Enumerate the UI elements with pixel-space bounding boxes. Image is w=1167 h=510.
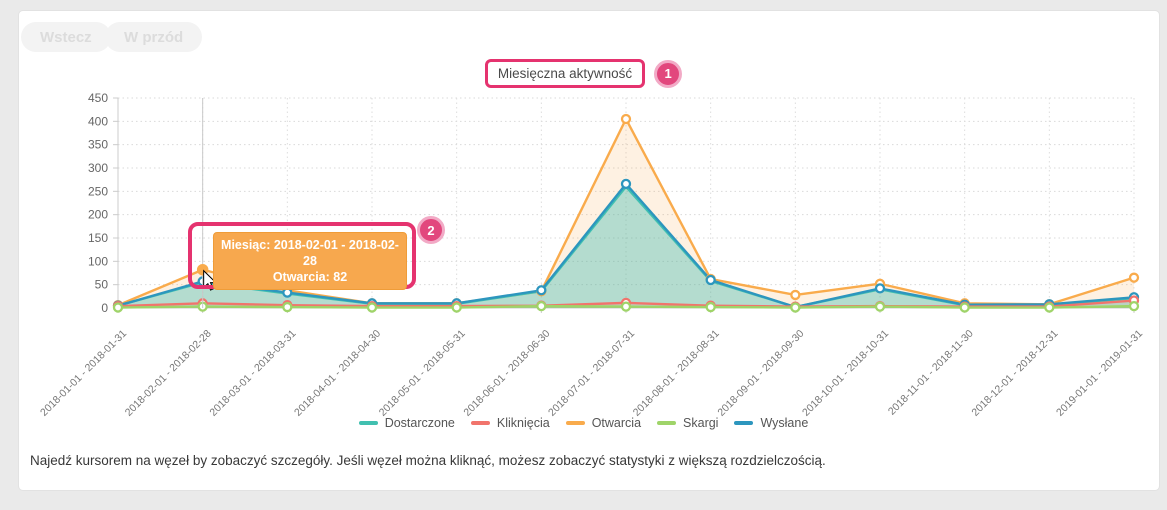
data-point-Skargi[interactable] — [1044, 302, 1055, 313]
data-point-Skargi[interactable] — [112, 302, 124, 313]
y-tick-label: 100 — [88, 254, 108, 268]
data-point-Skargi[interactable] — [705, 301, 716, 313]
x-tick-label: 2018-07-01 - 2018-07-31 — [546, 328, 637, 419]
x-tick-label: 2018-01-01 - 2018-01-31 — [38, 328, 129, 419]
legend-item-Wysłane[interactable]: Wysłane — [734, 416, 808, 430]
data-point-Skargi[interactable] — [1128, 300, 1140, 312]
y-tick-label: 450 — [88, 91, 108, 105]
legend-item-Dostarczone[interactable]: Dostarczone — [358, 416, 455, 430]
x-tick-label: 2018-09-01 - 2018-09-30 — [715, 328, 806, 419]
legend-item-Otwarcia[interactable]: Otwarcia — [565, 416, 642, 430]
y-tick-label: 350 — [88, 138, 108, 152]
legend-marker-icon — [565, 421, 585, 425]
data-point-Skargi[interactable] — [620, 301, 632, 312]
legend-label: Otwarcia — [591, 416, 642, 430]
legend-marker-icon — [470, 421, 490, 425]
y-tick-label: 50 — [95, 278, 109, 292]
legend-label: Skargi — [683, 416, 719, 430]
series-area-Dostarczone — [118, 186, 1134, 308]
legend-item-Kliknięcia[interactable]: Kliknięcia — [470, 416, 550, 430]
data-point-Skargi[interactable] — [536, 300, 547, 312]
legend-label: Dostarczone — [384, 416, 455, 430]
x-tick-label: 2018-02-01 - 2018-02-28 — [123, 328, 214, 419]
data-point-Skargi[interactable] — [282, 301, 293, 313]
title-row: Miesięczna aktywność 1 — [0, 59, 1167, 88]
annotation-badge-2: 2 — [417, 216, 445, 244]
series-area-Wysłane — [118, 183, 1134, 308]
y-tick-label: 0 — [101, 301, 108, 315]
footer-note: Najedź kursorem na węzeł by zobaczyć szc… — [30, 453, 826, 468]
x-tick-label: 2018-12-01 - 2018-12-31 — [969, 328, 1060, 419]
datapoint-tooltip: Miesiąc: 2018-02-01 - 2018-02-28 Otwarci… — [213, 232, 407, 290]
forward-button[interactable]: W przód — [105, 22, 203, 52]
legend-label: Wysłane — [760, 416, 809, 430]
x-tick-label: 2018-11-01 - 2018-11-30 — [886, 328, 976, 418]
y-tick-label: 400 — [88, 114, 108, 128]
legend-label: Kliknięcia — [496, 416, 550, 430]
data-point-Skargi[interactable] — [366, 302, 378, 313]
x-tick-label: 2018-04-01 - 2018-04-30 — [292, 328, 383, 419]
page-title: Miesięczna aktywność — [484, 59, 646, 88]
x-tick-label: 2018-06-01 - 2018-06-30 — [461, 328, 552, 419]
data-point-Wysłane[interactable] — [705, 274, 716, 286]
data-point-Skargi[interactable] — [959, 302, 970, 313]
back-button[interactable]: Wstecz — [21, 22, 111, 52]
y-tick-label: 150 — [88, 231, 108, 245]
tooltip-value: Otwarcia: 82 — [272, 270, 348, 284]
series-area-Otwarcia — [118, 119, 1134, 308]
data-point-Skargi[interactable] — [874, 301, 886, 312]
data-point-Wysłane[interactable] — [536, 285, 547, 296]
legend-marker-icon — [734, 421, 754, 425]
x-tick-label: 2018-03-01 - 2018-03-31 — [207, 328, 298, 419]
data-point-Skargi[interactable] — [451, 302, 462, 313]
y-tick-label: 250 — [88, 184, 108, 198]
data-point-Skargi[interactable] — [790, 302, 801, 313]
x-tick-label: 2018-08-01 - 2018-08-31 — [631, 328, 722, 419]
data-point-Wysłane[interactable] — [874, 283, 886, 294]
tooltip-period: Miesiąc: 2018-02-01 - 2018-02-28 — [221, 238, 399, 268]
data-point-Otwarcia[interactable] — [790, 289, 801, 301]
y-tick-label: 300 — [88, 161, 108, 175]
data-point-Otwarcia[interactable] — [1128, 272, 1140, 283]
chart-legend: Dostarczone Kliknięcia Otwarcia Skargi Wysła… — [0, 416, 1167, 430]
x-tick-label: 2018-05-01 - 2018-05-31 — [377, 328, 468, 419]
y-tick-label: 200 — [88, 208, 108, 222]
chart-card — [18, 10, 1160, 491]
legend-marker-icon — [358, 421, 378, 425]
x-tick-label: 2018-10-01 - 2018-10-31 — [800, 328, 891, 419]
annotation-badge-1: 1 — [654, 59, 683, 88]
data-point-Otwarcia[interactable] — [620, 113, 632, 125]
data-point-Wysłane[interactable] — [620, 178, 632, 190]
legend-marker-icon — [657, 421, 677, 425]
x-tick-label: 2019-01-01 - 2019-01-31 — [1054, 328, 1145, 419]
legend-item-Skargi[interactable]: Skargi — [657, 416, 718, 430]
